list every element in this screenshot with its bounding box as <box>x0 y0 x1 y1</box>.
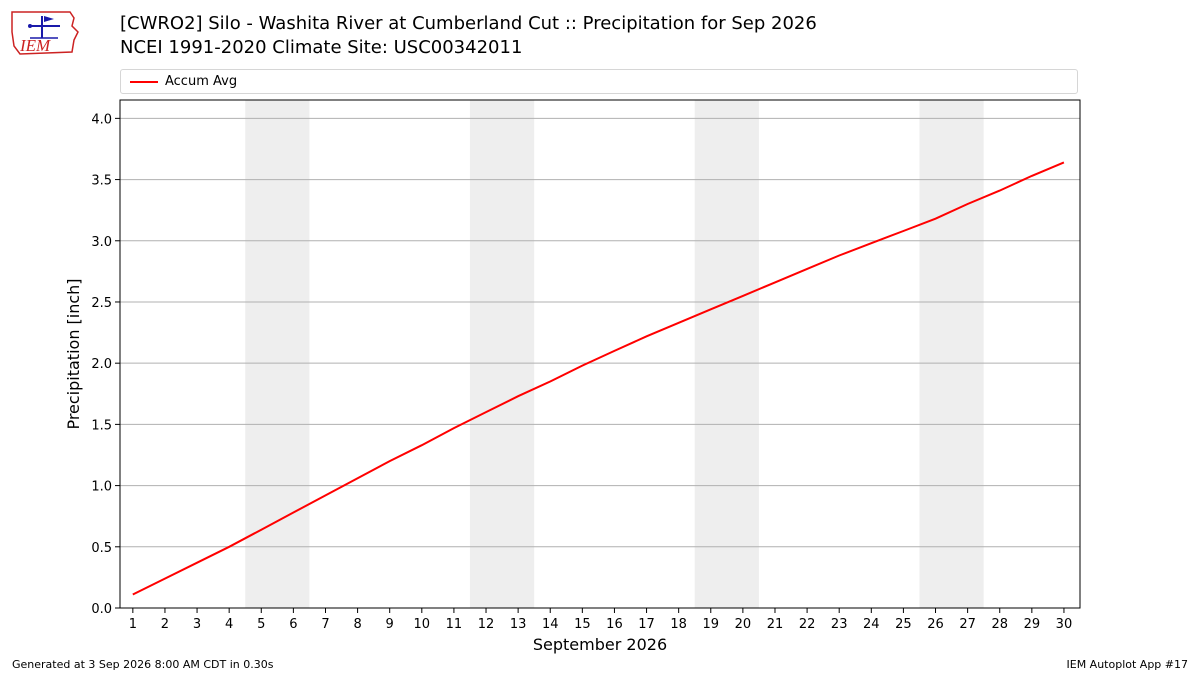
legend-label-accum-avg: Accum Avg <box>165 74 238 89</box>
x-tick-label-17: 17 <box>638 617 655 632</box>
chart-title: [CWRO2] Silo - Washita River at Cumberla… <box>120 13 817 34</box>
y-tick-label-4: 2.0 <box>91 357 112 372</box>
y-tick-label-2: 1.0 <box>91 480 112 495</box>
x-tick-label-15: 15 <box>574 617 591 632</box>
weekend-band-1 <box>245 100 310 608</box>
x-tick-label-11: 11 <box>446 617 463 632</box>
x-tick-label-10: 10 <box>414 617 431 632</box>
y-tick-label-7: 3.5 <box>91 174 112 189</box>
x-tick-label-1: 1 <box>129 617 137 632</box>
x-tick-label-25: 25 <box>895 617 912 632</box>
x-tick-label-26: 26 <box>927 617 944 632</box>
y-tick-label-0: 0.0 <box>91 602 112 617</box>
weekend-band-4 <box>919 100 984 608</box>
x-tick-label-16: 16 <box>606 617 623 632</box>
x-tick-label-22: 22 <box>799 617 816 632</box>
logo-text: IEM <box>19 36 51 55</box>
x-tick-label-5: 5 <box>257 617 265 632</box>
x-tick-label-14: 14 <box>542 617 559 632</box>
x-axis-label: September 2026 <box>533 635 667 654</box>
x-tick-label-28: 28 <box>991 617 1008 632</box>
x-tick-label-7: 7 <box>321 617 329 632</box>
y-tick-label-3: 1.5 <box>91 418 112 433</box>
x-tick-label-2: 2 <box>161 617 169 632</box>
x-tick-label-18: 18 <box>670 617 687 632</box>
x-tick-label-23: 23 <box>831 617 848 632</box>
series-line-accum-avg <box>132 161 1065 596</box>
x-tick-label-9: 9 <box>386 617 394 632</box>
y-tick-label-6: 3.0 <box>91 235 112 250</box>
x-tick-label-3: 3 <box>193 617 201 632</box>
iowa-state-outline <box>11 11 79 55</box>
x-tick-label-13: 13 <box>510 617 527 632</box>
x-tick-label-21: 21 <box>767 617 784 632</box>
chart-subtitle: NCEI 1991-2020 Climate Site: USC00342011 <box>120 37 523 58</box>
x-tick-label-12: 12 <box>478 617 495 632</box>
iem-logo: IEM <box>11 11 79 55</box>
x-tick-label-6: 6 <box>289 617 297 632</box>
weekend-band-2 <box>469 100 535 608</box>
x-tick-label-30: 30 <box>1056 617 1073 632</box>
footer-generated-text: Generated at 3 Sep 2026 8:00 AM CDT in 0… <box>12 658 274 671</box>
legend: Accum Avg <box>120 69 1078 94</box>
x-tick-label-24: 24 <box>863 617 880 632</box>
y-tick-label-8: 4.0 <box>91 112 112 127</box>
y-axis-label: Precipitation [inch] <box>64 278 83 429</box>
weekend-band-3 <box>694 100 759 608</box>
y-tick-label-5: 2.5 <box>91 296 112 311</box>
y-tick-label-1: 0.5 <box>91 541 112 556</box>
plot-frame <box>119 99 1081 609</box>
x-tick-label-8: 8 <box>353 617 361 632</box>
x-tick-label-4: 4 <box>225 617 233 632</box>
footer-app-label: IEM Autoplot App #17 <box>1066 658 1189 671</box>
x-tick-label-20: 20 <box>735 617 752 632</box>
x-tick-label-27: 27 <box>959 617 976 632</box>
x-tick-label-19: 19 <box>702 617 719 632</box>
legend-swatch-accum-avg <box>130 81 158 83</box>
x-tick-label-29: 29 <box>1024 617 1041 632</box>
